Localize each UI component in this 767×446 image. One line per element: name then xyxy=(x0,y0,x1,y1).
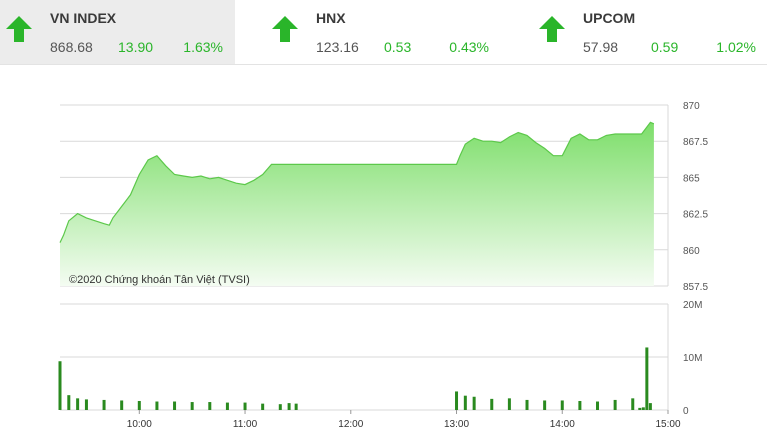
y-tick-label: 862.5 xyxy=(683,210,708,221)
volume-bar xyxy=(208,402,212,410)
volume-bar xyxy=(120,400,124,410)
volume-bar xyxy=(287,403,291,410)
volume-bar xyxy=(155,401,159,410)
volume-bar xyxy=(525,399,529,410)
x-tick-label: 10:00 xyxy=(127,419,152,430)
up-arrow-icon xyxy=(272,16,298,42)
volume-bar xyxy=(638,407,642,410)
ticker-upcom[interactable]: UPCOM 57.98 0.59 1.02% xyxy=(533,0,767,64)
volume-y-axis: 20M 10M 0 xyxy=(683,300,702,417)
x-tick-label: 12:00 xyxy=(338,419,363,430)
volume-bar xyxy=(278,404,282,410)
x-tick-label: 13:00 xyxy=(444,419,469,430)
price-line xyxy=(59,121,655,243)
volume-bar xyxy=(648,403,652,410)
volume-bar xyxy=(58,361,62,410)
volume-bar xyxy=(578,400,582,410)
volume-bar xyxy=(137,400,141,410)
intraday-chart: 870 867.5 865 862.5 860 857.5 ©2020 Chứng kho… xyxy=(58,101,708,430)
ticker-hnx[interactable]: HNX 123.16 0.53 0.43% xyxy=(266,0,501,64)
volume-bars xyxy=(58,347,652,410)
ticker-price: 868.68 xyxy=(50,39,93,55)
volume-bar xyxy=(102,399,106,410)
volume-bar xyxy=(455,391,459,410)
volume-bar xyxy=(84,399,88,410)
ticker-name: HNX xyxy=(316,10,346,26)
volume-bar xyxy=(543,400,547,410)
ticker-name: VN INDEX xyxy=(50,10,117,26)
x-tick-label: 15:00 xyxy=(655,419,680,430)
volume-bar xyxy=(507,398,511,410)
volume-bar xyxy=(294,403,298,410)
ticker-change: 13.90 xyxy=(118,39,154,55)
ticker-percent: 1.63% xyxy=(183,39,223,55)
volume-bar xyxy=(67,395,71,410)
ticker-price: 123.16 xyxy=(316,39,359,55)
index-ticker-bar: VN INDEX 868.68 13.90 1.63% HNX 123.16 0… xyxy=(0,0,767,65)
volume-bar xyxy=(490,398,494,410)
volume-bar xyxy=(173,401,177,410)
copyright-credit: ©2020 Chứng khoán Tân Việt (TVSI) xyxy=(69,274,250,286)
volume-bar xyxy=(613,399,617,410)
y-tick-label: 857.5 xyxy=(683,282,708,293)
volume-bar xyxy=(560,400,564,410)
y-tick-label: 0 xyxy=(683,406,689,417)
x-tick-label: 14:00 xyxy=(550,419,575,430)
volume-bar xyxy=(261,403,265,410)
up-arrow-icon xyxy=(539,16,565,42)
volume-bar xyxy=(641,407,645,410)
volume-bar xyxy=(472,396,476,410)
ticker-percent: 0.43% xyxy=(449,39,489,55)
volume-bar xyxy=(76,398,80,410)
up-arrow-icon xyxy=(6,16,32,42)
volume-bar xyxy=(463,395,467,410)
volume-bar xyxy=(596,401,600,410)
ticker-vnindex[interactable]: VN INDEX 868.68 13.90 1.63% xyxy=(0,0,235,64)
y-tick-label: 867.5 xyxy=(683,137,708,148)
volume-bar xyxy=(645,347,649,410)
volume-bar xyxy=(243,402,247,410)
ticker-price: 57.98 xyxy=(583,39,619,55)
y-tick-label: 870 xyxy=(683,101,700,112)
y-tick-label: 860 xyxy=(683,246,700,257)
ticker-percent: 1.02% xyxy=(716,39,756,55)
ticker-name: UPCOM xyxy=(583,10,636,26)
price-area xyxy=(60,122,654,287)
y-tick-label: 865 xyxy=(683,173,700,184)
ticker-change: 0.59 xyxy=(651,39,679,55)
volume-bar xyxy=(190,402,194,410)
time-x-axis: 10:00 11:00 12:00 13:00 14:00 15:00 xyxy=(127,410,681,430)
y-tick-label: 10M xyxy=(683,353,702,364)
volume-bar xyxy=(631,398,635,410)
y-tick-label: 20M xyxy=(683,300,702,311)
price-y-axis: 870 867.5 865 862.5 860 857.5 xyxy=(683,101,708,293)
x-tick-label: 11:00 xyxy=(233,419,258,430)
volume-grid xyxy=(60,303,669,411)
volume-bar xyxy=(225,402,229,410)
ticker-change: 0.53 xyxy=(384,39,412,55)
